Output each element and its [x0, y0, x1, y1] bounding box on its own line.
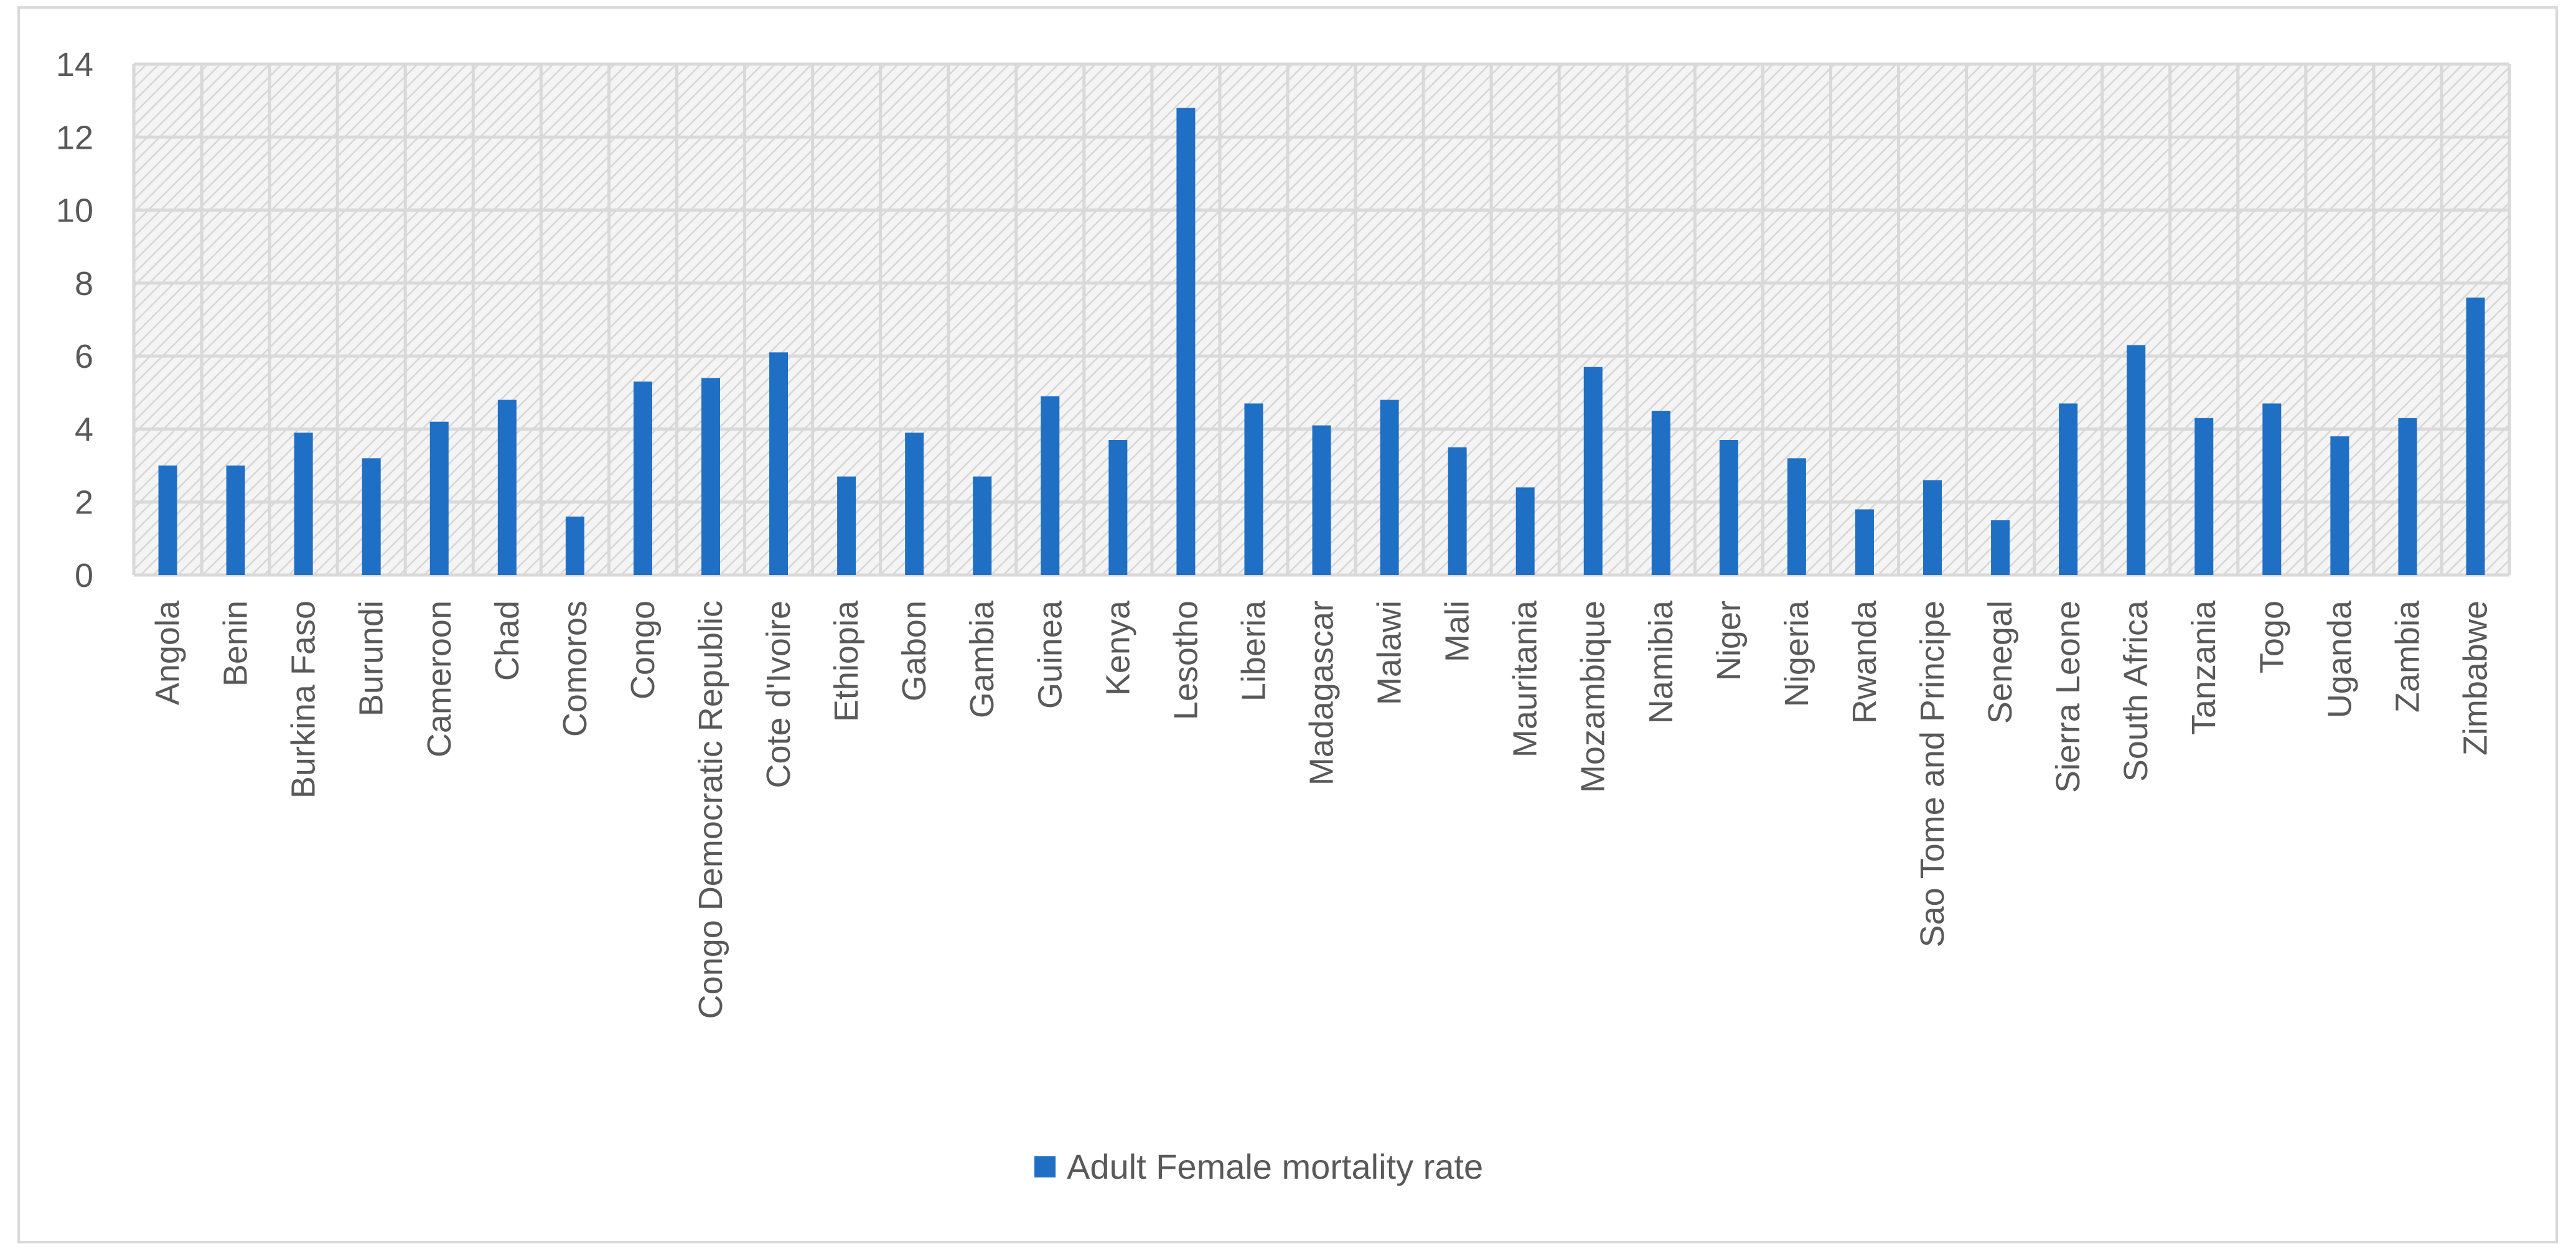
bar-togo [2262, 403, 2282, 575]
bar-kenya [1108, 440, 1128, 575]
legend-label: Adult Female mortality rate [1067, 1147, 1483, 1186]
bar-mali [1448, 447, 1467, 575]
bar-sao-tome-and-principe [1923, 480, 1942, 575]
bar-senegal [1991, 520, 2010, 575]
y-tick-label: 10 [56, 192, 93, 230]
x-tick-label: Namibia [1642, 600, 1680, 724]
bar-cote-d-ivoire [769, 352, 789, 575]
x-tick-label: Niger [1710, 601, 1748, 681]
x-tick-label: Tanzania [2185, 600, 2222, 735]
x-tick-label: Uganda [2321, 600, 2358, 718]
bar-namibia [1651, 411, 1670, 575]
x-tick-label: Sierra Leone [2049, 601, 2087, 793]
y-tick-label: 14 [56, 46, 93, 83]
bar-angola [158, 466, 177, 575]
x-tick-label: Nigeria [1778, 600, 1815, 707]
x-tick-label: Gabon [896, 601, 933, 701]
x-tick-label: Senegal [1982, 601, 2019, 724]
bar-comoros [565, 517, 584, 575]
bar-mozambique [1583, 367, 1603, 575]
x-tick-label: Cameroon [421, 601, 458, 757]
bar-benin [226, 466, 245, 575]
x-tick-label: Burkina Faso [285, 601, 322, 798]
x-tick-label: Rwanda [1846, 600, 1883, 724]
x-tick-label: Sao Tome and Principe [1914, 601, 1951, 947]
bar-south-africa [2127, 345, 2146, 575]
x-tick-label: Zambia [2389, 600, 2426, 713]
x-tick-label: Liberia [1235, 600, 1272, 701]
bar-ethiopia [837, 476, 856, 575]
bar-malawi [1380, 400, 1399, 575]
bar-nigeria [1787, 458, 1806, 575]
x-axis-ticks: Angola Benin Burkina Faso Burundi Cameroon Ch… [149, 600, 2494, 1019]
bar-lesotho [1176, 108, 1196, 575]
x-tick-label: Benin [217, 601, 255, 686]
y-axis-ticks: 0 2 4 6 8 10 12 14 [56, 46, 93, 594]
x-tick-label: Burundi [353, 601, 390, 716]
bar-uganda [2330, 436, 2349, 575]
x-tick-label: Comoros [556, 601, 594, 737]
x-tick-label: Mauritania [1507, 600, 1544, 757]
bar-rwanda [1855, 509, 1874, 575]
legend-swatch [1034, 1156, 1056, 1177]
bar-zimbabwe [2466, 297, 2485, 575]
bar-gambia [973, 476, 992, 575]
bar-liberia [1244, 403, 1263, 575]
x-tick-label: Togo [2253, 601, 2290, 673]
y-tick-label: 6 [75, 338, 93, 375]
y-tick-label: 2 [75, 484, 93, 522]
x-tick-label: Zimbabwe [2457, 601, 2494, 756]
x-tick-label: Chad [489, 601, 526, 681]
bar-burundi [362, 458, 381, 575]
x-tick-label: Guinea [1031, 600, 1069, 709]
y-tick-label: 12 [56, 119, 93, 156]
bar-chad [497, 400, 517, 575]
x-tick-label: Madagascar [1303, 601, 1341, 785]
bar-madagascar [1312, 425, 1331, 575]
bar-series [158, 108, 2485, 575]
x-tick-label: Gambia [963, 600, 1001, 718]
x-tick-label: Kenya [1099, 600, 1136, 696]
x-tick-label: Lesotho [1167, 601, 1204, 720]
y-tick-label: 8 [75, 265, 93, 302]
x-tick-label: Congo Democratic Republic [692, 601, 729, 1019]
x-tick-label: Mali [1439, 601, 1476, 662]
gridlines [132, 62, 2511, 577]
bar-cameroon [429, 421, 449, 575]
bar-congo [633, 381, 652, 575]
bar-mauritania [1515, 487, 1535, 575]
legend: Adult Female mortality rate [1034, 1147, 1483, 1186]
bar-sierra-leone [2059, 403, 2078, 575]
y-tick-label: 0 [75, 557, 93, 594]
x-tick-label: Congo [624, 601, 662, 700]
x-tick-label: Mozambique [1575, 601, 1612, 793]
bar-niger [1719, 440, 1738, 575]
bar-tanzania [2194, 418, 2214, 575]
bar-congo-democratic-republic [701, 378, 720, 575]
y-tick-label: 4 [75, 411, 93, 448]
bar-guinea [1041, 396, 1060, 575]
x-tick-label: South Africa [2117, 600, 2155, 782]
bar-gabon [905, 433, 924, 575]
x-tick-label: Cote d'Ivoire [760, 601, 797, 788]
x-tick-label: Malawi [1371, 601, 1408, 705]
x-tick-label: Angola [149, 600, 187, 705]
bar-zambia [2398, 418, 2417, 575]
bar-burkina-faso [294, 433, 313, 575]
x-tick-label: Ethiopia [828, 600, 865, 722]
